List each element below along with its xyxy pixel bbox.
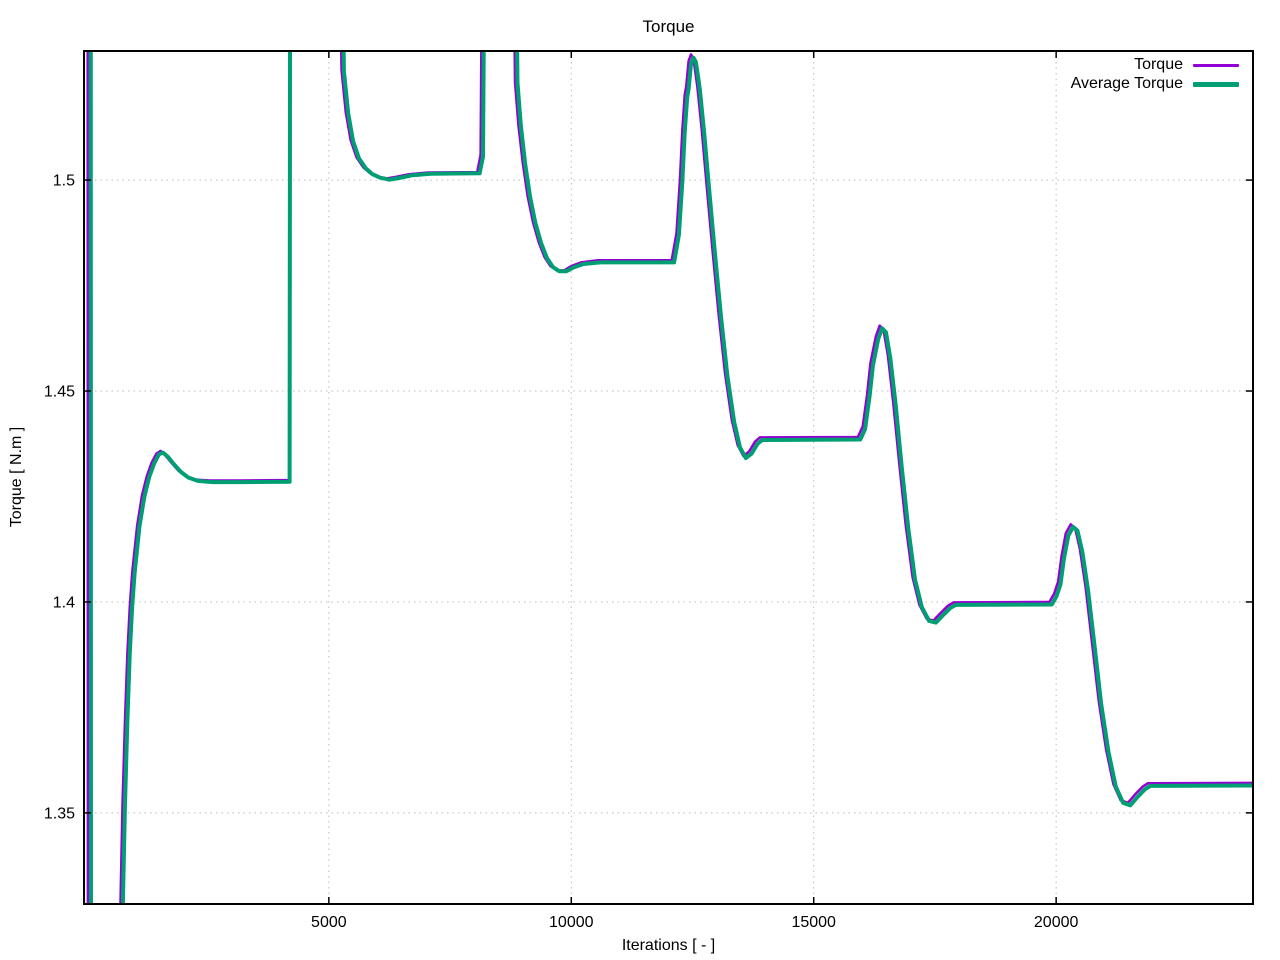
x-tick-label: 10000 [549,914,594,931]
chart-title: Torque [642,17,695,36]
x-axis-label: Iterations [ - ] [621,937,716,954]
x-tick-label: 20000 [1034,914,1079,931]
legend-line-sample-average-torque [1193,81,1239,87]
legend-label-torque: Torque [1134,56,1183,73]
y-axis-label: Torque [ N.m ] [8,426,25,528]
y-tick-label: 1.45 [44,384,75,401]
legend-entry-torque: Torque [1071,56,1239,73]
legend-line-sample-torque [1193,63,1239,67]
x-tick-label: 15000 [791,914,836,931]
legend-label-average-torque: Average Torque [1070,75,1183,92]
legend-entry-average-torque: Average Torque [1070,75,1239,92]
legend: Torque Average Torque [1070,56,1239,92]
y-tick-label: 1.5 [53,173,75,190]
series-line-average-torque [88,51,1253,904]
plot-border [83,50,1254,905]
y-tick-label: 1.35 [44,805,75,822]
y-tick-label: 1.4 [53,594,75,611]
x-tick-label: 5000 [311,914,347,931]
